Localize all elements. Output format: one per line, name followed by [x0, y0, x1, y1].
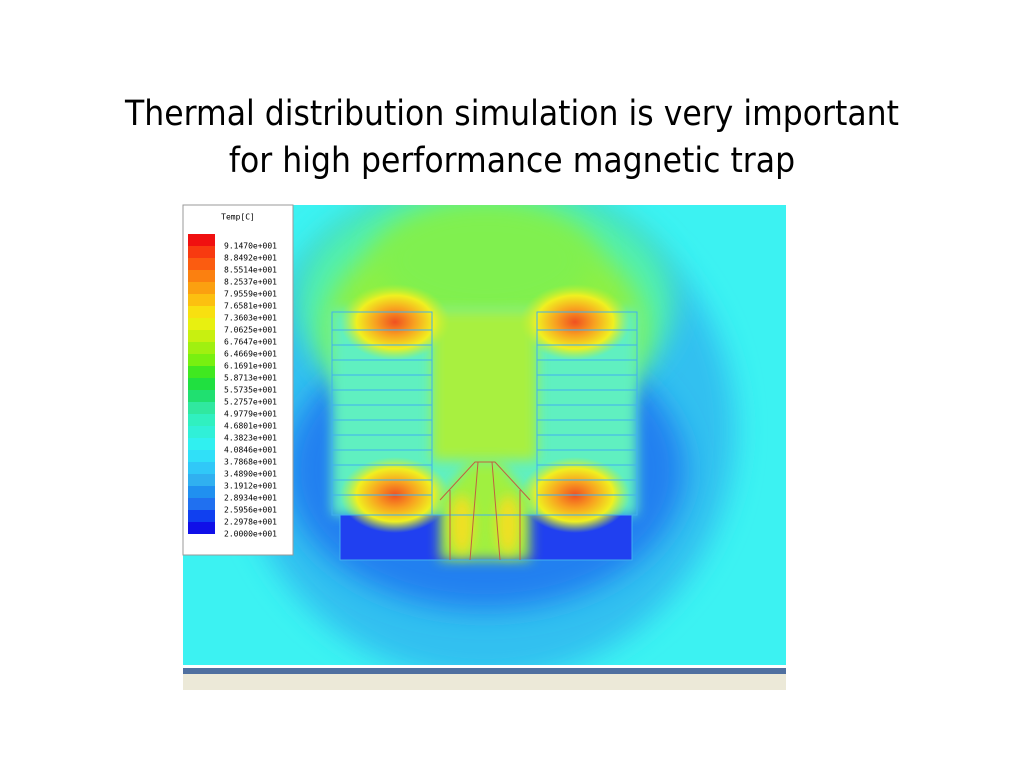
legend-label: 9.1470e+001 — [224, 242, 277, 251]
legend-label: 4.3823e+001 — [224, 434, 277, 443]
legend-swatch — [188, 342, 215, 354]
legend-swatch — [188, 246, 215, 258]
legend-swatch — [188, 402, 215, 414]
legend-label: 8.2537e+001 — [224, 278, 277, 287]
legend-swatch — [188, 390, 215, 402]
legend-swatch — [188, 414, 215, 426]
legend-swatch — [188, 354, 215, 366]
legend-label: 5.2757e+001 — [224, 398, 277, 407]
legend-swatch — [188, 258, 215, 270]
legend-label: 2.5956e+001 — [224, 506, 277, 515]
legend-label: 4.6801e+001 — [224, 422, 277, 431]
legend-swatch — [188, 498, 215, 510]
legend-swatch — [188, 306, 215, 318]
legend-swatch — [188, 522, 215, 534]
legend-label: 7.3603e+001 — [224, 314, 277, 323]
legend-label: 3.4890e+001 — [224, 470, 277, 479]
legend-label: 6.1691e+001 — [224, 362, 277, 371]
legend-label: 7.6581e+001 — [224, 302, 277, 311]
legend-label: 8.5514e+001 — [224, 266, 277, 275]
legend-label: 5.5735e+001 — [224, 386, 277, 395]
legend-swatch — [188, 438, 215, 450]
legend-swatch — [188, 510, 215, 522]
legend-swatch — [188, 486, 215, 498]
legend-label: 7.0625e+001 — [224, 326, 277, 335]
legend-swatch — [188, 378, 215, 390]
legend-label: 2.0000e+001 — [224, 530, 277, 539]
legend-label: 3.7868e+001 — [224, 458, 277, 467]
legend-label: 4.0846e+001 — [224, 446, 277, 455]
legend-label: 5.8713e+001 — [224, 374, 277, 383]
legend-swatch — [188, 426, 215, 438]
title-line: Thermal distribution simulation is very … — [125, 94, 899, 134]
legend-swatch — [188, 282, 215, 294]
legend-swatch — [188, 474, 215, 486]
legend-label: 4.9779e+001 — [224, 410, 277, 419]
legend-label: 2.2978e+001 — [224, 518, 277, 527]
legend-swatch — [188, 318, 215, 330]
legend-label: 6.7647e+001 — [224, 338, 277, 347]
legend-swatch — [188, 234, 215, 246]
legend-swatch — [188, 450, 215, 462]
legend-swatch — [188, 366, 215, 378]
title-line: for high performance magnetic trap — [228, 141, 796, 181]
legend-label: 2.8934e+001 — [224, 494, 277, 503]
legend-swatch — [188, 270, 215, 282]
field — [183, 205, 786, 665]
legend-label: 7.9559e+001 — [224, 290, 277, 299]
legend-title: Temp[C] — [221, 213, 255, 222]
legend-swatch — [188, 294, 215, 306]
legend-swatch — [188, 330, 215, 342]
legend-swatch — [188, 462, 215, 474]
legend-label: 3.1912e+001 — [224, 482, 277, 491]
legend-label: 6.4669e+001 — [224, 350, 277, 359]
legend-label: 8.8492e+001 — [224, 254, 277, 263]
